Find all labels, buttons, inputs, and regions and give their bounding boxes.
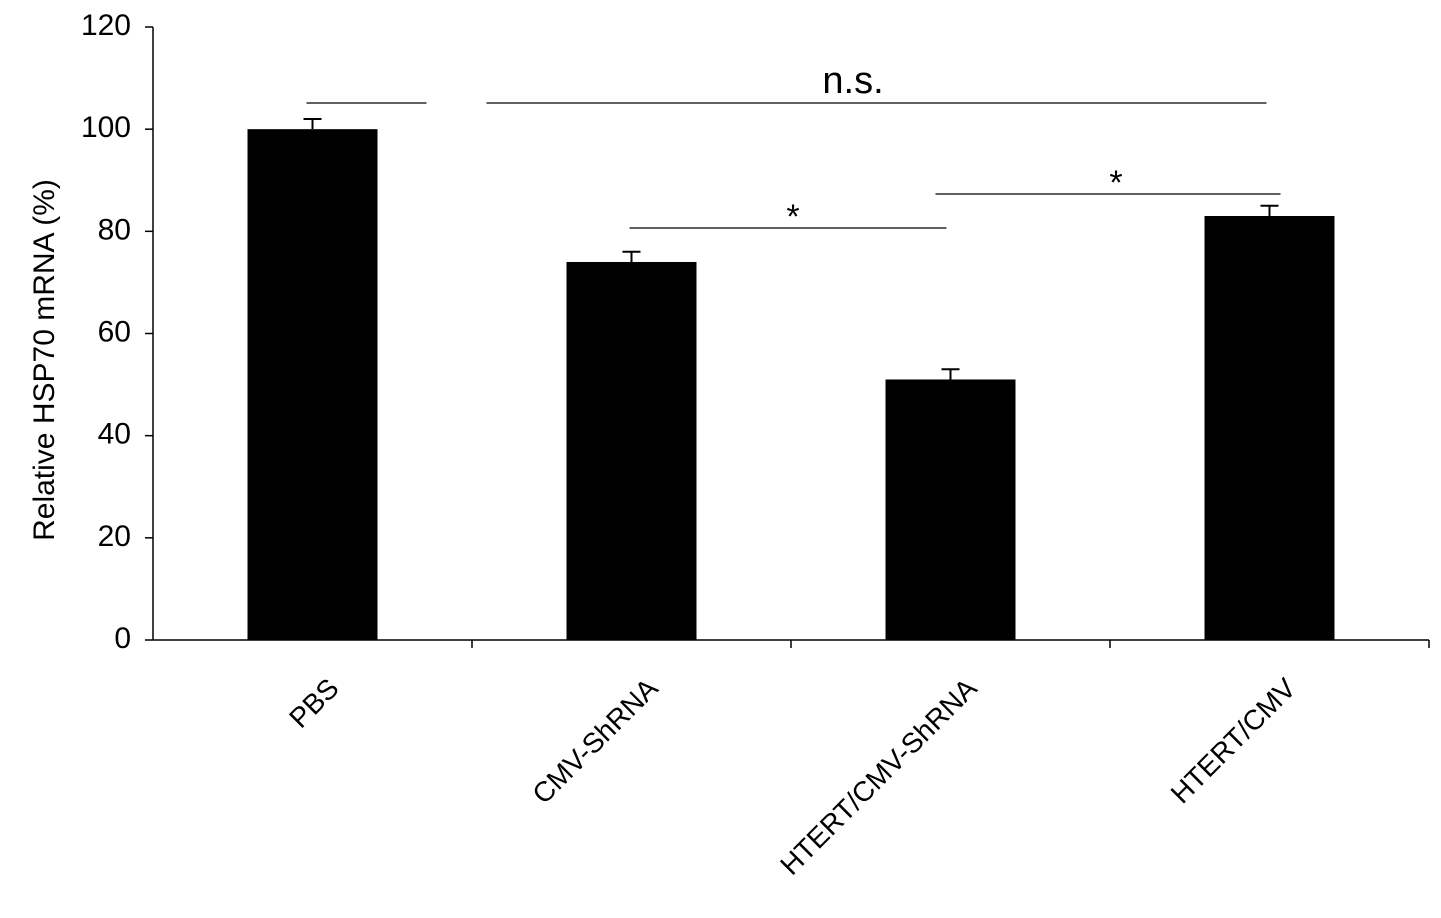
y-axis-label: Relative HSP70 mRNA (%) <box>28 179 61 541</box>
error-bar <box>622 250 641 262</box>
annotation: * <box>786 198 799 236</box>
y-tick-label: 100 <box>81 111 131 144</box>
bar <box>566 261 697 640</box>
error-bar <box>1260 204 1279 217</box>
x-tick-label: HTERT/CMV-ShRNA <box>774 672 983 881</box>
x-tick-label: PBS <box>283 672 345 734</box>
error-bar <box>941 368 960 380</box>
x-tick-label: CMV-ShRNA <box>526 672 664 810</box>
y-tick-label: 0 <box>114 622 131 655</box>
y-tick-label: 120 <box>81 9 131 42</box>
bar <box>1204 216 1335 640</box>
bar <box>885 379 1016 640</box>
y-tick-label: 40 <box>98 418 131 451</box>
annotation: * <box>1109 164 1122 202</box>
annotation: n.s. <box>822 60 883 102</box>
x-tick-label: HTERT/CMV <box>1165 672 1302 809</box>
bar <box>247 129 378 640</box>
y-tick-label: 60 <box>98 315 131 348</box>
y-tick-label: 20 <box>98 520 131 553</box>
error-bar <box>303 117 322 130</box>
y-tick-label: 80 <box>98 213 131 246</box>
